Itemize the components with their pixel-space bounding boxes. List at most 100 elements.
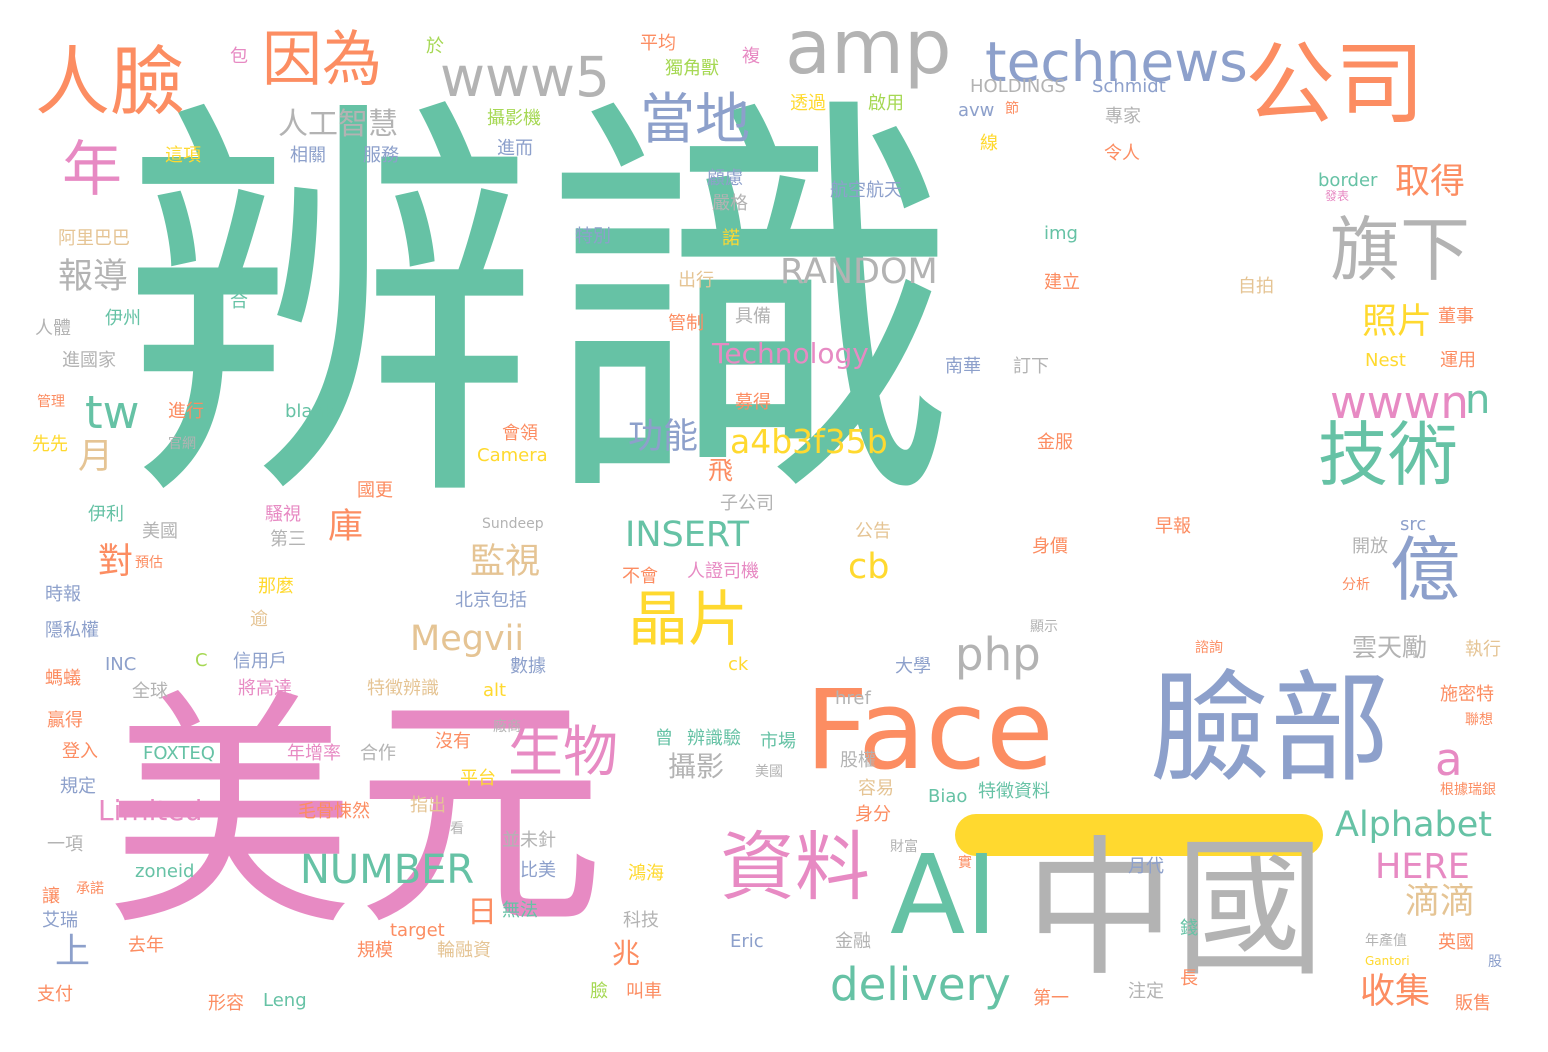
cloud-word: 嚴格 — [712, 193, 748, 214]
cloud-word: 旗下 — [1330, 209, 1470, 291]
cloud-word: blank — [285, 401, 335, 422]
cloud-word: 承諾 — [76, 881, 104, 897]
cloud-word: 騷視 — [265, 504, 301, 525]
cloud-word: AI — [890, 831, 998, 959]
cloud-word: 中國 — [1025, 823, 1326, 997]
cloud-word: 臉部 — [1150, 660, 1390, 799]
cloud-word: 大學 — [895, 656, 931, 677]
cloud-word: 進而 — [497, 138, 533, 159]
cloud-word: 美元 — [105, 669, 605, 960]
cloud-word: wwwn — [1330, 376, 1469, 429]
cloud-word: Schmidt — [1092, 76, 1166, 97]
cloud-word: alt — [483, 680, 507, 701]
cloud-word: 飛 — [708, 456, 734, 485]
cloud-word: 雲天勵 — [1352, 633, 1428, 662]
cloud-word: 廠商 — [493, 719, 521, 735]
cloud-word: 特徵辨識 — [367, 678, 439, 699]
cloud-word: 報導 — [58, 257, 129, 297]
cloud-word: 辨識驗 — [687, 728, 741, 749]
cloud-word: 取得 — [1395, 162, 1466, 202]
cloud-word: 服務 — [363, 145, 399, 166]
cloud-word: 容易 — [858, 778, 894, 799]
cloud-word: 技術 — [1318, 414, 1458, 496]
cloud-word: 顯示 — [1030, 619, 1058, 635]
cloud-word: 年 — [62, 135, 122, 205]
cloud-word: 特別 — [575, 226, 611, 247]
cloud-word: 月代 — [1128, 856, 1164, 877]
cloud-word: INSERT — [625, 515, 749, 555]
cloud-word: border — [1318, 170, 1378, 191]
cloud-word: amp — [785, 3, 952, 91]
cloud-word: 將高達 — [238, 678, 292, 699]
cloud-word: 管制 — [668, 313, 704, 334]
cloud-word: 身價 — [1032, 536, 1068, 557]
cloud-word: 全球 — [132, 681, 168, 702]
cloud-word: 節 — [1005, 101, 1019, 117]
cloud-word: 相關 — [290, 145, 326, 166]
cloud-word: 具備 — [735, 306, 771, 327]
cloud-word: 輪融資 — [437, 940, 491, 961]
cloud-word: 建立 — [1044, 272, 1080, 293]
cloud-word: 官網 — [168, 436, 196, 452]
cloud-word: 螞蟻 — [45, 668, 81, 689]
cloud-word: Eric — [730, 931, 764, 952]
cloud-word: php — [955, 628, 1041, 681]
cloud-word: HOLDINGS — [970, 76, 1066, 97]
cloud-word: 支付 — [37, 984, 73, 1005]
cloud-word: 日 — [467, 895, 497, 930]
cloud-word: 庫 — [328, 507, 364, 547]
cloud-word: 這項 — [165, 145, 201, 166]
cloud-word: Biao — [928, 786, 968, 807]
cloud-word: 第三 — [270, 529, 306, 550]
cloud-word: 去年 — [128, 935, 164, 956]
cloud-word: 執行 — [1465, 639, 1501, 660]
cloud-word: 發表 — [1325, 189, 1350, 203]
cloud-word: 比美 — [520, 860, 556, 881]
cloud-word: 聯想 — [1465, 712, 1493, 728]
cloud-word: 進國家 — [62, 350, 116, 371]
cloud-word: 數據 — [510, 656, 546, 677]
cloud-word: 注定 — [1128, 981, 1164, 1002]
cloud-word: 平台 — [460, 768, 496, 789]
cloud-word: 預估 — [135, 555, 163, 571]
cloud-word: cb — [848, 547, 890, 587]
cloud-word: 規模 — [357, 940, 393, 961]
cloud-word: HERE — [1375, 847, 1470, 887]
cloud-word: 一項 — [47, 834, 83, 855]
cloud-word: 辨識 — [120, 65, 960, 554]
cloud-word: 諮詢 — [1195, 640, 1223, 656]
cloud-word: 沒有 — [435, 731, 471, 752]
cloud-word: 人工智慧 — [278, 107, 398, 142]
cloud-word: 販售 — [1455, 993, 1491, 1014]
cloud-word: 並未針 — [502, 830, 556, 851]
cloud-word: Alphabet — [1335, 805, 1492, 845]
cloud-word: 伊利 — [88, 504, 124, 525]
cloud-word: INC — [105, 654, 137, 675]
cloud-word: 形容 — [208, 993, 244, 1014]
cloud-word: 自拍 — [1238, 276, 1274, 297]
cloud-word: 照片 — [1362, 302, 1433, 342]
cloud-word: 那麼 — [258, 576, 294, 597]
cloud-word: zoneid — [135, 861, 195, 882]
cloud-word: 攝影 — [668, 750, 725, 783]
cloud-word: 公告 — [855, 521, 891, 542]
cloud-word: 兆 — [612, 937, 641, 970]
cloud-word: Camera — [477, 445, 548, 466]
cloud-word: 根據瑞銀 — [1440, 782, 1496, 798]
cloud-word: 曾 — [655, 728, 673, 749]
cloud-word: www5 — [440, 45, 610, 109]
cloud-word: 線 — [980, 133, 998, 154]
cloud-word: 南華 — [945, 356, 981, 377]
cloud-word: src — [1400, 514, 1427, 535]
cloud-word: a4b3f35b — [730, 422, 888, 461]
cloud-word: 運用 — [1440, 350, 1476, 371]
cloud-word: 登入 — [62, 741, 98, 762]
cloud-word: Face — [805, 666, 1054, 794]
cloud-word: 長 — [1180, 968, 1198, 989]
cloud-word: 包 — [230, 46, 248, 67]
cloud-word: 當地 — [640, 87, 751, 151]
cloud-word: 看 — [450, 821, 464, 837]
cloud-word: 國更 — [357, 480, 393, 501]
cloud-word: 錢 — [1180, 918, 1198, 939]
